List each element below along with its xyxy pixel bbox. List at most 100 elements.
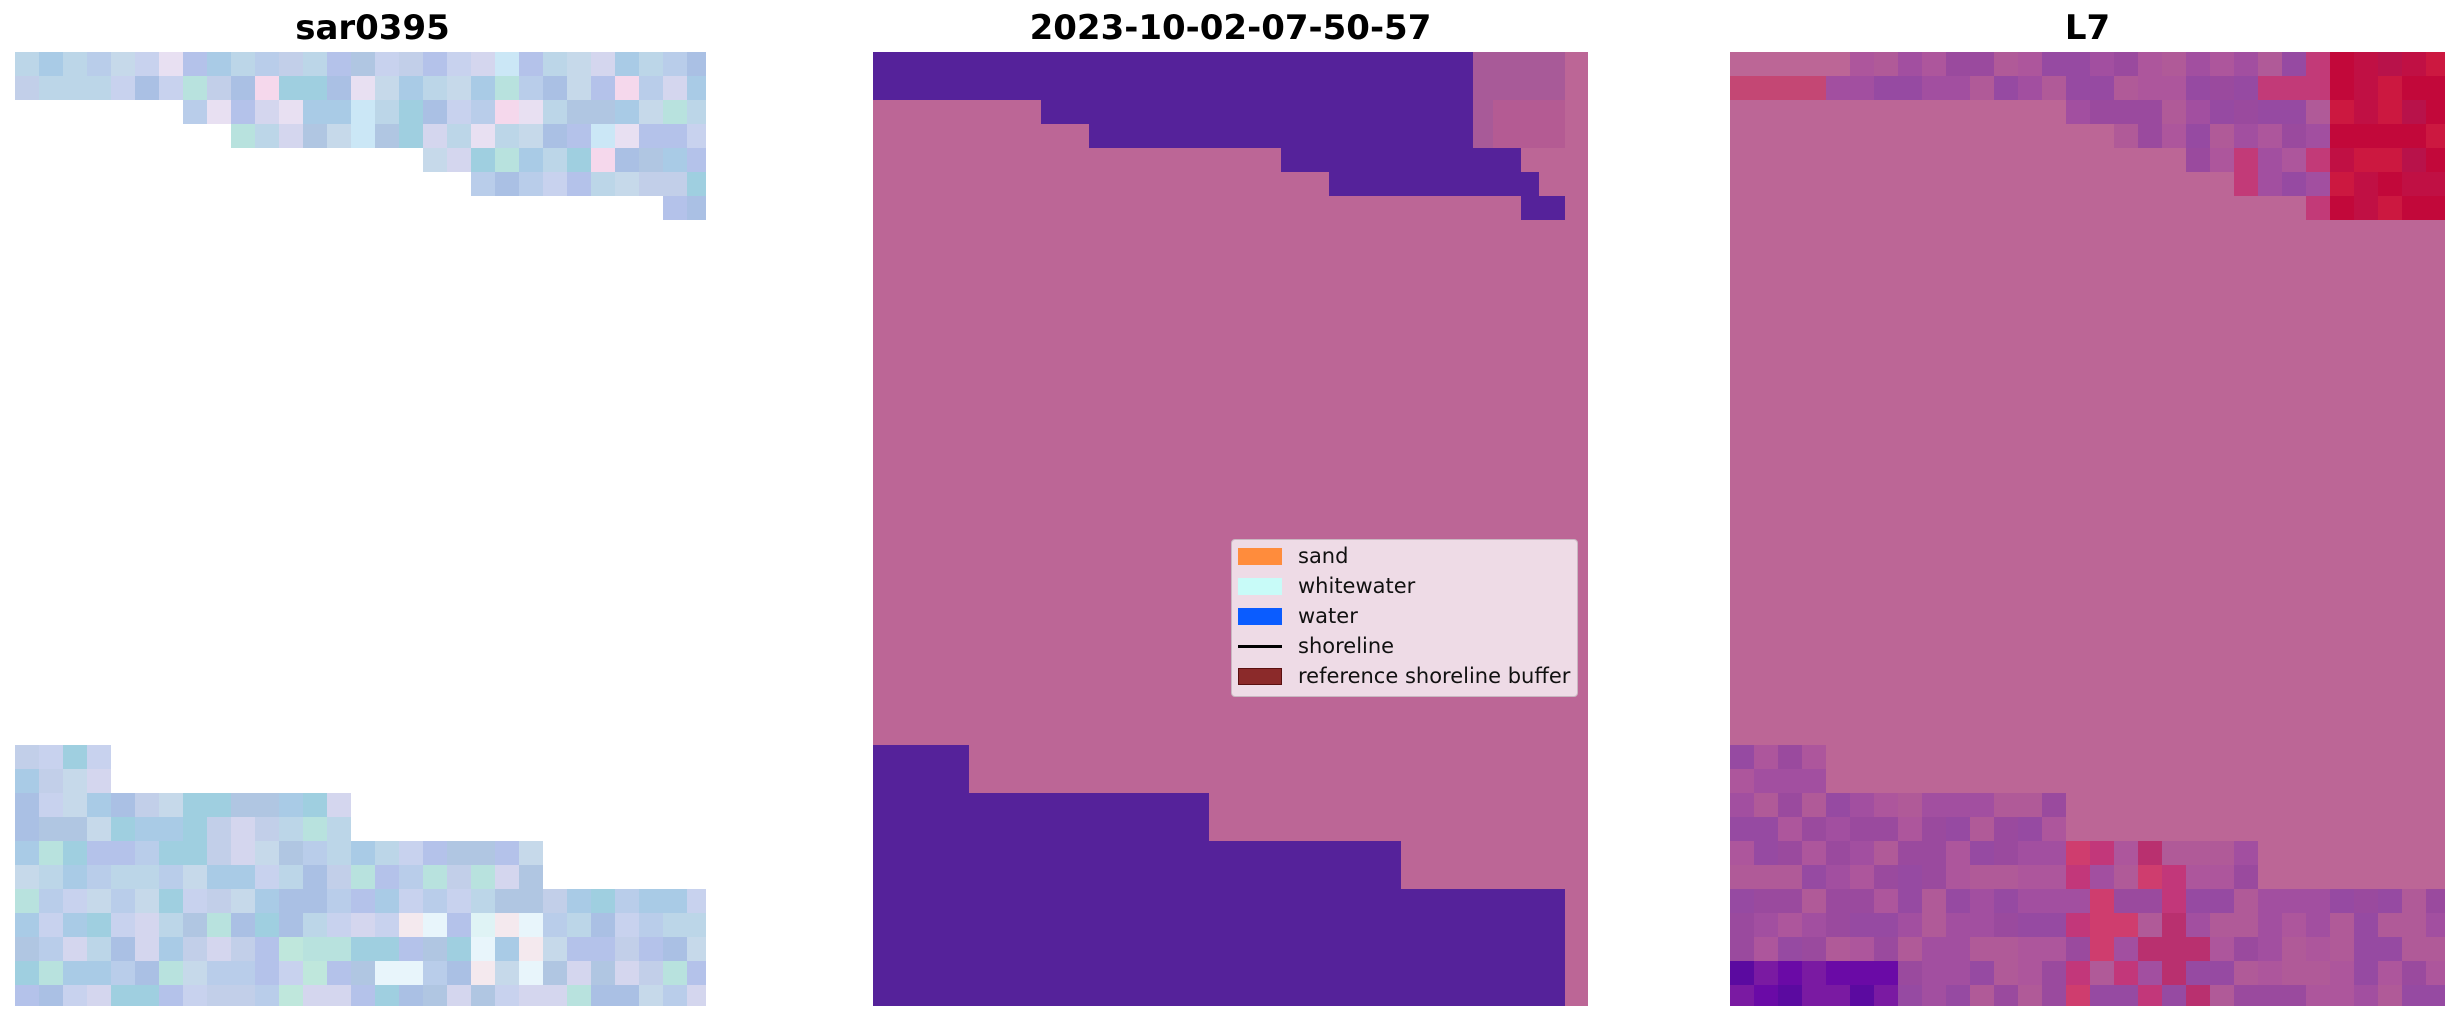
prob-pixel xyxy=(1922,841,1946,865)
prob-pixel xyxy=(1922,961,1946,985)
sar-pixel xyxy=(15,961,39,985)
sar-pixel xyxy=(15,52,39,76)
prob-pixel xyxy=(2258,172,2282,196)
sar-pixel xyxy=(447,148,471,172)
prob-pixel xyxy=(1850,841,1874,865)
prob-pixel xyxy=(2138,961,2162,985)
prob-pixel xyxy=(2378,124,2402,148)
prob-pixel xyxy=(2018,889,2042,913)
prob-pixel xyxy=(1946,52,1970,76)
prob-pixel xyxy=(1922,52,1946,76)
class-region xyxy=(873,889,1565,1006)
prob-pixel xyxy=(1730,913,1754,937)
prob-pixel xyxy=(1778,817,1802,841)
sar-pixel xyxy=(159,52,183,76)
prob-pixel xyxy=(1802,841,1826,865)
prob-pixel xyxy=(2402,172,2426,196)
prob-pixel xyxy=(1730,76,1826,100)
prob-pixel xyxy=(2210,961,2234,985)
sar-pixel xyxy=(399,889,423,913)
prob-pixel xyxy=(1970,793,1994,817)
sar-pixel xyxy=(135,913,159,937)
sar-pixel xyxy=(375,937,399,961)
sar-pixel xyxy=(447,913,471,937)
sar-pixel xyxy=(399,52,423,76)
sar-pixel xyxy=(327,76,351,100)
prob-pixel xyxy=(1850,793,1874,817)
sar-pixel xyxy=(447,865,471,889)
sar-pixel xyxy=(183,913,207,937)
prob-pixel xyxy=(2018,985,2042,1006)
sar-pixel xyxy=(351,865,375,889)
prob-pixel xyxy=(2306,100,2330,124)
sar-pixel xyxy=(231,985,255,1006)
whitewater-swatch xyxy=(1238,577,1282,595)
sar-pixel xyxy=(375,52,399,76)
prob-pixel xyxy=(1754,889,1778,913)
prob-pixel xyxy=(1754,745,1778,769)
legend-item-sand: sand xyxy=(1238,542,1348,570)
prob-pixel xyxy=(1754,937,1778,961)
prob-pixel xyxy=(2090,865,2114,889)
sar-pixel xyxy=(87,52,111,76)
sar-pixel xyxy=(207,817,231,841)
prob-pixel xyxy=(2426,985,2445,1006)
prob-pixel xyxy=(2018,793,2042,817)
prob-pixel xyxy=(2426,76,2445,100)
sar-pixel xyxy=(495,148,519,172)
sar-pixel xyxy=(303,913,327,937)
sar-pixel xyxy=(135,76,159,100)
prob-pixel xyxy=(1922,865,1946,889)
sar-pixel xyxy=(207,841,231,865)
prob-pixel xyxy=(2162,100,2186,124)
sar-pixel xyxy=(591,172,615,196)
prob-pixel xyxy=(2090,76,2114,100)
classification-panel xyxy=(873,52,1588,1006)
sar-pixel xyxy=(303,985,327,1006)
prob-pixel xyxy=(1994,961,2018,985)
legend-label: reference shoreline buffer xyxy=(1298,664,1571,688)
sar-pixel xyxy=(471,985,495,1006)
sar-pixel xyxy=(399,961,423,985)
sar-pixel xyxy=(15,937,39,961)
sar-pixel xyxy=(135,793,159,817)
prob-pixel xyxy=(2138,841,2162,865)
prob-pixel xyxy=(2138,52,2162,76)
sar-pixel xyxy=(231,124,255,148)
prob-pixel xyxy=(2306,196,2330,220)
prob-pixel xyxy=(1970,76,1994,100)
sar-pixel xyxy=(327,100,351,124)
sar-pixel xyxy=(39,913,63,937)
sar-pixel xyxy=(111,937,135,961)
sar-pixel xyxy=(543,889,567,913)
prob-pixel xyxy=(2138,100,2162,124)
prob-pixel xyxy=(2282,148,2306,172)
sar-pixel xyxy=(183,52,207,76)
prob-pixel xyxy=(2090,100,2114,124)
sar-pixel xyxy=(567,985,591,1006)
sar-pixel xyxy=(63,769,87,793)
prob-pixel xyxy=(1826,889,1850,913)
prob-pixel xyxy=(2162,913,2186,937)
class-region xyxy=(1521,196,1569,220)
sar-pixel xyxy=(375,913,399,937)
prob-pixel xyxy=(2186,52,2210,76)
sar-pixel xyxy=(687,961,706,985)
sar-pixel xyxy=(567,100,591,124)
prob-pixel xyxy=(1778,985,1802,1006)
prob-pixel xyxy=(2426,196,2445,220)
sar-pixel xyxy=(207,865,231,889)
sar-pixel xyxy=(15,793,39,817)
class-region xyxy=(873,793,1209,841)
probability-panel xyxy=(1730,52,2445,1006)
prob-pixel xyxy=(2258,889,2282,913)
sar-pixel xyxy=(327,985,351,1006)
prob-pixel xyxy=(2066,985,2090,1006)
prob-pixel xyxy=(2138,124,2162,148)
sar-pixel xyxy=(279,985,303,1006)
prob-pixel xyxy=(2210,52,2234,76)
prob-pixel xyxy=(2282,961,2306,985)
prob-pixel xyxy=(1970,889,1994,913)
prob-pixel xyxy=(1850,961,1874,985)
prob-pixel xyxy=(1826,841,1850,865)
